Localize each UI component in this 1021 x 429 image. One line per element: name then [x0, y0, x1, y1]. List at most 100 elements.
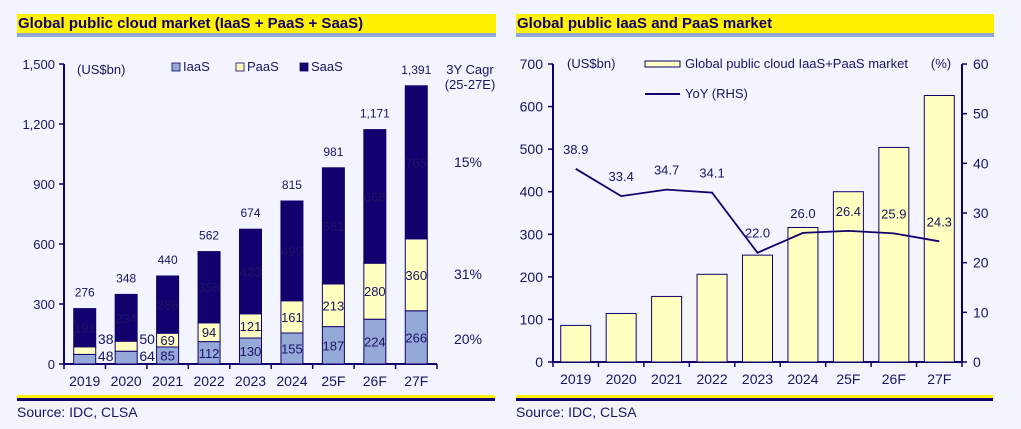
- legend-swatch-bar: [644, 60, 681, 68]
- data-label-paas: 161: [281, 310, 303, 325]
- y-tick-label: 1,200: [22, 117, 55, 132]
- x-tick-label: 27F: [927, 371, 951, 387]
- bar-iaas-paas: [742, 254, 773, 363]
- cagr-header: 3Y Cagr: [446, 62, 494, 77]
- y-tick-label: 600: [33, 237, 55, 252]
- legend-label-line: YoY (RHS): [685, 86, 748, 101]
- y2-tick-label: 10: [973, 304, 989, 320]
- bar-saas: [239, 228, 262, 315]
- y-tick-label: 500: [520, 141, 544, 157]
- x-tick-label: 2019: [69, 373, 100, 389]
- data-label-saas: 356: [198, 280, 220, 295]
- y-tick-label: 700: [520, 56, 544, 72]
- bar-iaas-paas: [923, 95, 955, 363]
- bar-iaas: [114, 350, 138, 365]
- x-tick-label: 2022: [193, 373, 224, 389]
- x-tick-label: 2020: [606, 371, 637, 387]
- total-label: 276: [75, 286, 95, 300]
- total-label: 674: [240, 206, 260, 220]
- x-tick-label: 25F: [321, 373, 345, 389]
- yoy-line: [575, 168, 940, 254]
- data-label-iaas: 112: [199, 346, 220, 361]
- bar-paas: [73, 346, 97, 355]
- y2-tick-label: 20: [973, 255, 989, 271]
- y-tick-label: 100: [520, 311, 544, 327]
- data-label-iaas: 85: [160, 349, 174, 364]
- y2-tick-label: 30: [973, 205, 989, 221]
- bar-iaas-paas: [605, 312, 637, 363]
- data-label-iaas: 187: [323, 338, 345, 353]
- data-label-iaas: 224: [364, 335, 386, 350]
- left-divider: [17, 395, 495, 401]
- y-tick-label: 200: [520, 269, 544, 285]
- data-label-saas: 191: [74, 321, 96, 336]
- yoy-label: 24.3: [927, 214, 952, 229]
- right-source: Source: IDC, CLSA: [516, 404, 637, 420]
- y-unit-label: (US$bn): [77, 62, 125, 77]
- bar-iaas-paas: [787, 226, 819, 363]
- yoy-label: 25.9: [881, 206, 906, 221]
- legend-swatch-iaas: [171, 62, 181, 72]
- x-tick-label: 2023: [235, 373, 266, 389]
- bar-saas: [321, 167, 345, 285]
- bar-iaas: [73, 353, 97, 365]
- y-tick-label: 1,500: [22, 57, 55, 72]
- total-label: 815: [282, 178, 302, 192]
- bar-saas: [73, 308, 97, 348]
- right-divider: [516, 395, 993, 401]
- yoy-label: 26.4: [836, 204, 861, 219]
- bar-iaas-paas: [878, 146, 910, 363]
- bar-iaas-paas: [696, 273, 728, 363]
- legend-swatch-paas: [235, 62, 245, 72]
- data-label-iaas: 48: [98, 348, 114, 364]
- data-label-iaas: 64: [139, 348, 155, 364]
- bar-saas: [114, 293, 138, 342]
- cagr-paas: 31%: [454, 266, 482, 282]
- right-chart-title: Global public IaaS and PaaS market: [516, 14, 994, 37]
- bar-saas: [156, 275, 180, 334]
- y-tick-label: 600: [520, 99, 544, 115]
- y2-tick-label: 60: [973, 56, 989, 72]
- data-label-iaas: 266: [405, 330, 427, 345]
- cagr-header: (25-27E): [445, 77, 496, 92]
- y2-tick-label: 50: [973, 106, 989, 122]
- bar-iaas-paas: [651, 295, 683, 363]
- total-label: 1,171: [360, 107, 390, 121]
- data-label-saas: 234: [115, 311, 137, 326]
- legend-swatch-saas: [299, 62, 309, 72]
- x-tick-label: 2019: [560, 371, 591, 387]
- y-tick-label: 300: [520, 226, 544, 242]
- yoy-label: 34.1: [699, 166, 724, 181]
- y2-tick-label: 40: [973, 155, 989, 171]
- bar-saas: [197, 251, 221, 324]
- data-label-paas: 94: [202, 325, 216, 340]
- legend-label-saas: SaaS: [311, 59, 343, 74]
- data-label-paas: 213: [323, 298, 345, 313]
- x-tick-label: 25F: [836, 371, 860, 387]
- data-label-saas: 286: [157, 298, 179, 313]
- bar-paas: [114, 340, 138, 352]
- data-label-saas: 499: [281, 244, 303, 259]
- total-label: 981: [323, 145, 343, 159]
- bar-saas: [280, 200, 304, 302]
- data-label-paas: 38: [98, 331, 114, 347]
- x-tick-label: 2024: [276, 373, 307, 389]
- data-label-paas: 121: [240, 319, 262, 334]
- yoy-label: 38.9: [563, 142, 588, 157]
- x-tick-label: 2022: [696, 371, 727, 387]
- data-label-paas: 50: [139, 331, 155, 347]
- total-label: 348: [116, 271, 136, 285]
- y-tick-label: 300: [33, 297, 55, 312]
- data-label-saas: 668: [364, 189, 386, 204]
- y-tick-label: 0: [535, 354, 543, 370]
- total-label: 440: [158, 253, 178, 267]
- bar-iaas-paas: [560, 324, 592, 363]
- cagr-saas: 15%: [454, 154, 482, 170]
- y-tick-label: 0: [48, 357, 55, 372]
- x-tick-label: 26F: [363, 373, 387, 389]
- legend-label-bar: Global public cloud IaaS+PaaS market: [685, 56, 908, 71]
- y-tick-label: 400: [520, 184, 544, 200]
- x-tick-label: 2024: [787, 371, 818, 387]
- yoy-label: 22.0: [745, 226, 770, 241]
- data-label-saas: 581: [323, 219, 345, 234]
